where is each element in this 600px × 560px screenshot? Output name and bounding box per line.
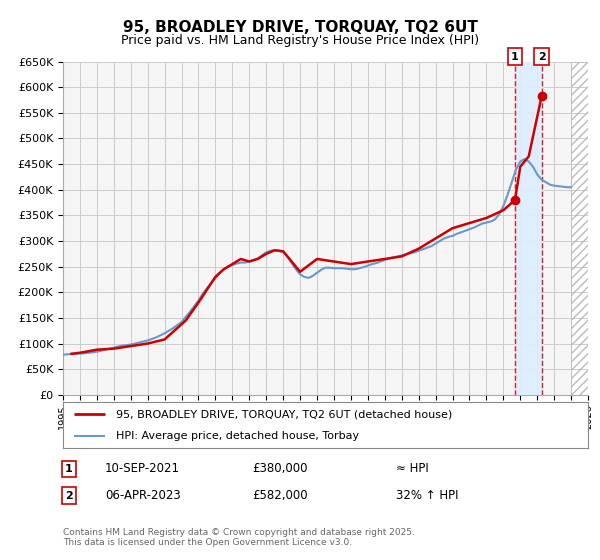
Text: 06-APR-2023: 06-APR-2023 [105, 489, 181, 502]
Bar [571, 62, 596, 395]
Text: £582,000: £582,000 [252, 489, 308, 502]
Text: 95, BROADLEY DRIVE, TORQUAY, TQ2 6UT (detached house): 95, BROADLEY DRIVE, TORQUAY, TQ2 6UT (de… [115, 409, 452, 419]
Text: 95, BROADLEY DRIVE, TORQUAY, TQ2 6UT: 95, BROADLEY DRIVE, TORQUAY, TQ2 6UT [122, 20, 478, 35]
Text: Price paid vs. HM Land Registry's House Price Index (HPI): Price paid vs. HM Land Registry's House … [121, 34, 479, 46]
Bar [571, 62, 596, 395]
Text: ≈ HPI: ≈ HPI [396, 462, 429, 475]
Text: 2: 2 [65, 491, 73, 501]
Text: £380,000: £380,000 [252, 462, 308, 475]
Text: Contains HM Land Registry data © Crown copyright and database right 2025.
This d: Contains HM Land Registry data © Crown c… [63, 528, 415, 547]
Bar [515, 62, 542, 395]
Text: HPI: Average price, detached house, Torbay: HPI: Average price, detached house, Torb… [115, 431, 359, 441]
Text: 32% ↑ HPI: 32% ↑ HPI [396, 489, 458, 502]
Text: 1: 1 [511, 52, 519, 62]
Text: 2: 2 [538, 52, 545, 62]
Text: 10-SEP-2021: 10-SEP-2021 [105, 462, 180, 475]
Text: 1: 1 [65, 464, 73, 474]
